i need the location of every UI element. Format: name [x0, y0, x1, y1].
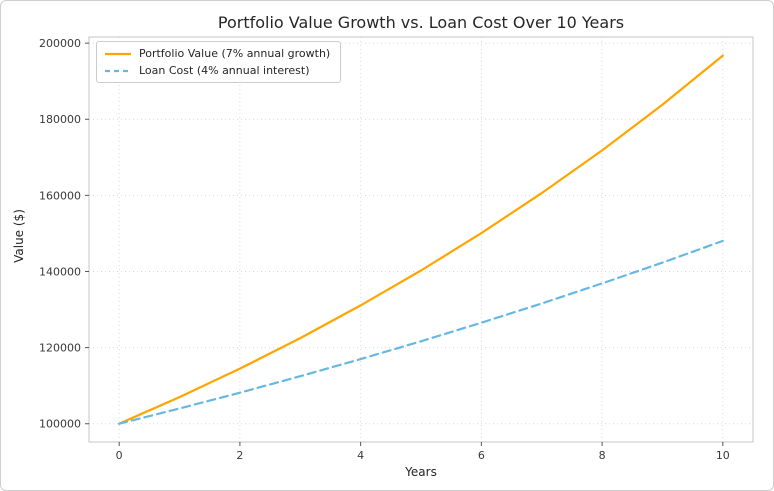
- legend-label-portfolio: Portfolio Value (7% annual growth): [139, 47, 331, 60]
- x-tick-label: 4: [357, 449, 364, 462]
- x-tick-label: 6: [478, 449, 485, 462]
- x-tick-label: 8: [599, 449, 606, 462]
- legend-label-loan: Loan Cost (4% annual interest): [139, 64, 310, 77]
- x-tick-label: 0: [116, 449, 123, 462]
- legend-line-portfolio-swatch: [105, 52, 131, 55]
- y-tick-label: 200000: [39, 37, 81, 50]
- y-tick-label: 100000: [39, 418, 81, 431]
- y-tick-label: 140000: [39, 265, 81, 278]
- axes-spines: [88, 36, 754, 443]
- x-tick-label: 10: [716, 449, 730, 462]
- portfolio-value-line: [118, 54, 724, 425]
- legend-item-portfolio: Portfolio Value (7% annual growth): [104, 47, 330, 60]
- legend-line-loan-swatch: [105, 69, 131, 72]
- y-tick-label: 180000: [39, 113, 81, 126]
- legend-item-loan: Loan Cost (4% annual interest): [104, 64, 330, 77]
- y-tick-label: 120000: [39, 342, 81, 355]
- x-axis-label: Years: [405, 465, 437, 479]
- legend: Portfolio Value (7% annual growth) Loan …: [96, 41, 342, 83]
- chart-title: Portfolio Value Growth vs. Loan Cost Ove…: [217, 13, 625, 32]
- y-axis-label: Value ($): [12, 209, 26, 263]
- x-tick-label: 2: [236, 449, 243, 462]
- y-tick-label: 160000: [39, 189, 81, 202]
- loan-cost-line: [118, 239, 724, 425]
